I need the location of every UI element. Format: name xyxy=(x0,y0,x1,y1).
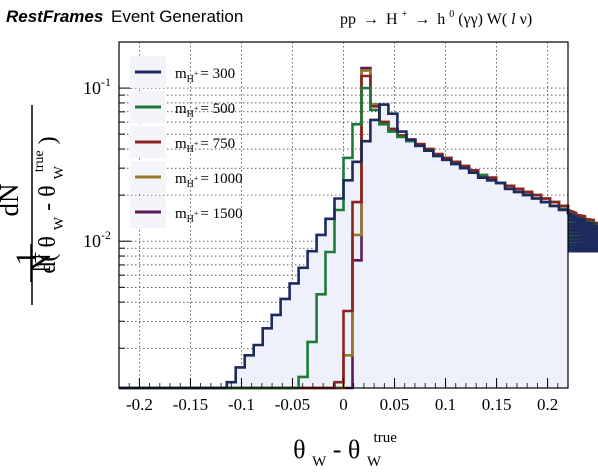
svg-text:N: N xyxy=(26,253,57,273)
legend-label-750: mH+ = 750 xyxy=(175,136,235,155)
process-formula: pp → H + → h 0 (γγ) W( l ν) xyxy=(340,4,532,28)
x-tick-label-7: 0.15 xyxy=(482,395,512,414)
x-tick-label-3: -0.05 xyxy=(275,395,310,414)
x-tick-label-8: 0.2 xyxy=(537,395,558,414)
x-axis-label: θ W - θ W true xyxy=(293,430,397,472)
svg-text:dN: dN xyxy=(0,184,24,217)
legend-label-500: mH+ = 500 xyxy=(175,101,235,120)
x-tick-label-6: 0.1 xyxy=(435,395,456,414)
x-axis-ticks: -0.2 -0.15 -0.1 -0.05 0 0.05 0.1 0.15 0.2 xyxy=(118,378,569,414)
svg-text:1: 1 xyxy=(10,251,43,266)
brand-title: RestFrames xyxy=(6,7,103,26)
legend: mH+ = 300 mH+ = 500 mH+ = 750 mH+ = 1000 mH+ = 15… xyxy=(130,56,243,228)
legend-label-1000: mH+ = 1000 xyxy=(175,171,243,190)
x-tick-label-4: 0 xyxy=(339,395,348,414)
y-axis-label: 1 N dN d( θ W - θ W true ) xyxy=(0,105,69,305)
legend-label-1500: mH+ = 1500 xyxy=(175,206,243,225)
x-tick-label-5: 0.05 xyxy=(380,395,410,414)
y-tick-label-1: 10-2 xyxy=(83,228,111,251)
series-line-300 xyxy=(119,103,598,390)
area-fill-300 xyxy=(119,104,598,388)
x-tick-label-0: -0.2 xyxy=(126,395,153,414)
x-tick-label-2: -0.1 xyxy=(228,395,255,414)
filled-reference-area xyxy=(119,104,598,388)
x-tick-label-1: -0.15 xyxy=(173,395,208,414)
brand-subtitle: Event Generation xyxy=(111,7,243,26)
y-axis-ticks: 10-1 10-2 xyxy=(83,41,131,349)
svg-text:d( θ W - θ: d( θ W - θ W true ) xyxy=(23,136,69,273)
y-tick-label-0: 10-1 xyxy=(83,75,111,98)
legend-label-300: mH+ = 300 xyxy=(175,66,235,85)
